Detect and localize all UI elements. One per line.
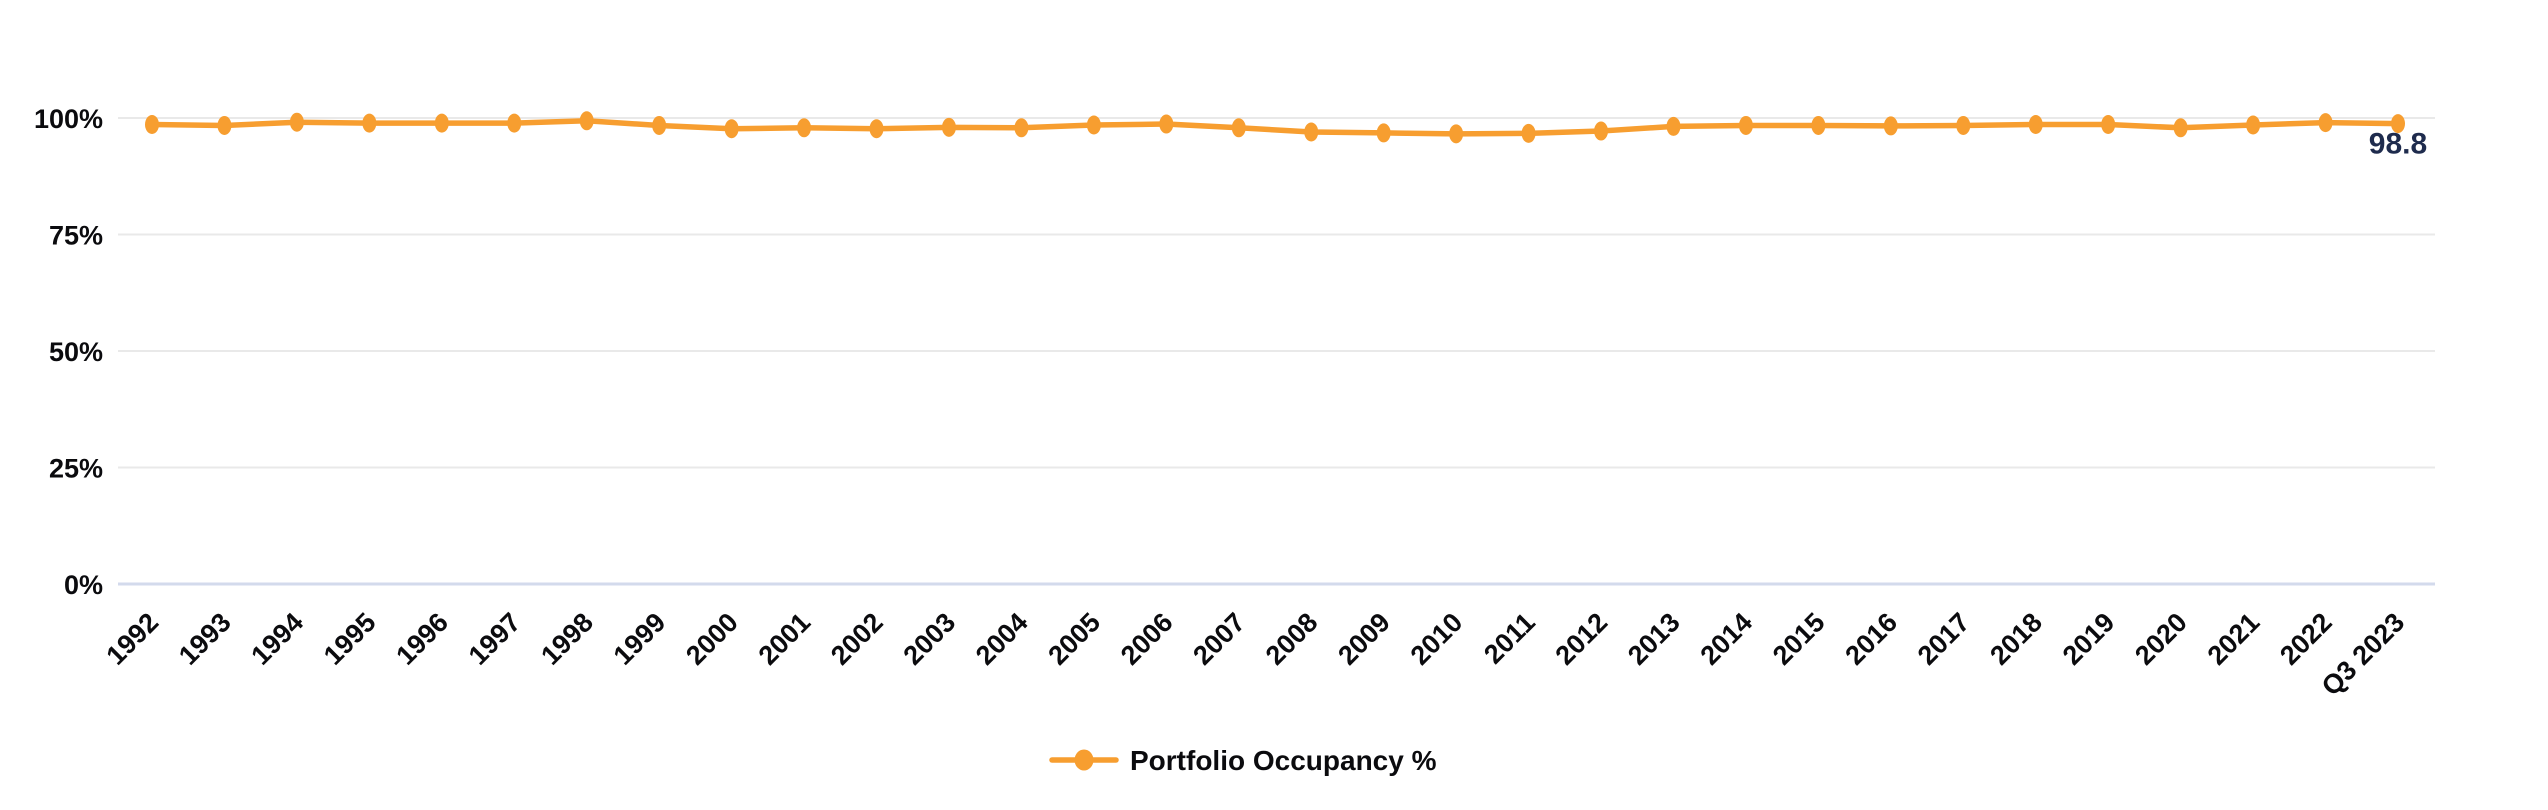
data-point[interactable]	[579, 111, 594, 131]
x-axis-tick-label: 2009	[1332, 607, 1396, 671]
data-point[interactable]	[2173, 118, 2188, 138]
data-point[interactable]	[797, 118, 812, 138]
data-point[interactable]	[2246, 115, 2261, 135]
x-axis-tick-label: 1995	[318, 607, 382, 671]
x-axis-tick-label: 2020	[2129, 607, 2193, 671]
x-axis-tick-label: 2022	[2274, 607, 2338, 671]
gridlines-group	[118, 117, 2435, 586]
x-axis-tick-label: 1994	[245, 607, 309, 671]
x-axis-tick-label: 2004	[970, 607, 1034, 671]
data-point[interactable]	[2391, 114, 2405, 134]
data-point[interactable]	[1376, 123, 1391, 143]
data-point[interactable]	[1014, 118, 1029, 138]
data-point[interactable]	[507, 113, 522, 133]
data-point[interactable]	[1521, 123, 1536, 143]
data-point[interactable]	[1231, 118, 1246, 138]
data-point[interactable]	[362, 113, 377, 133]
x-axis-labels-group: 1992 1993 1994 1995 1996 1997 1998 1999 2000 2001…	[101, 607, 2411, 701]
y-axis-tick-label: 100%	[34, 104, 103, 134]
x-axis-tick-label: 1993	[173, 607, 237, 671]
x-axis-tick-label: 2000	[680, 607, 744, 671]
last-value-label: 98.8	[2369, 128, 2427, 161]
data-point[interactable]	[145, 115, 159, 135]
x-axis-tick-label: 2019	[2057, 607, 2121, 671]
data-point[interactable]	[652, 115, 667, 135]
x-axis-tick-label: 2002	[825, 607, 889, 671]
x-axis-tick-label: 2010	[1405, 607, 1469, 671]
legend-item[interactable]: Portfolio Occupancy %	[1049, 745, 1437, 776]
x-axis-tick-label: 2003	[898, 607, 962, 671]
x-axis-tick-label: 2007	[1187, 607, 1251, 671]
x-axis-tick-label: 2011	[1478, 607, 1541, 670]
y-axis-tick-label: 75%	[49, 221, 103, 251]
data-point[interactable]	[1666, 116, 1681, 136]
data-point[interactable]	[217, 115, 232, 135]
data-point[interactable]	[434, 113, 449, 133]
data-point[interactable]	[1594, 121, 1609, 141]
data-point[interactable]	[1304, 122, 1319, 142]
x-axis-tick-label: 2006	[1115, 607, 1179, 671]
x-axis-tick-label: 1992	[101, 607, 165, 671]
x-axis-tick-label: 2017	[1912, 607, 1976, 671]
data-point[interactable]	[869, 119, 884, 139]
legend-marker-dot-icon	[1074, 749, 1094, 771]
x-axis-tick-label: 2021	[2202, 607, 2266, 671]
y-axis-tick-label: 25%	[49, 454, 103, 484]
x-axis-tick-label: 2012	[1550, 607, 1614, 671]
legend-label: Portfolio Occupancy %	[1130, 745, 1437, 776]
series-group	[145, 111, 2405, 144]
x-axis-tick-label: 2014	[1694, 607, 1758, 671]
data-point[interactable]	[2028, 115, 2043, 135]
data-point[interactable]	[1159, 114, 1174, 134]
x-axis-tick-label: 1998	[535, 607, 599, 671]
x-axis-tick-label: 2005	[1042, 607, 1106, 671]
data-point[interactable]	[2318, 113, 2333, 133]
x-axis-tick-label: 2001	[753, 607, 817, 671]
y-axis-tick-label: 50%	[49, 337, 103, 367]
data-point[interactable]	[289, 112, 304, 132]
x-axis-tick-label: 1997	[463, 607, 527, 671]
data-point[interactable]	[941, 117, 956, 137]
x-axis-tick-label: 1999	[608, 607, 672, 671]
series-line	[149, 118, 2401, 137]
x-axis-tick-label: 2018	[1984, 607, 2048, 671]
x-axis-tick-label: 2015	[1767, 607, 1831, 671]
data-point[interactable]	[1449, 124, 1464, 144]
x-axis-tick-label: 1996	[390, 607, 454, 671]
y-axis-tick-label: 0%	[64, 570, 103, 600]
data-point[interactable]	[1086, 115, 1101, 135]
data-point[interactable]	[1811, 115, 1826, 135]
data-point[interactable]	[1956, 115, 1971, 135]
x-axis-tick-label: 2013	[1622, 607, 1686, 671]
x-axis-tick-label: 2008	[1260, 607, 1324, 671]
data-point[interactable]	[724, 119, 739, 139]
y-axis-labels-group: 0% 25% 50% 75% 100%	[34, 104, 103, 600]
data-point[interactable]	[1883, 116, 1898, 136]
data-point[interactable]	[2101, 115, 2116, 135]
data-point[interactable]	[1738, 115, 1753, 135]
x-axis-tick-label: 2016	[1839, 607, 1903, 671]
